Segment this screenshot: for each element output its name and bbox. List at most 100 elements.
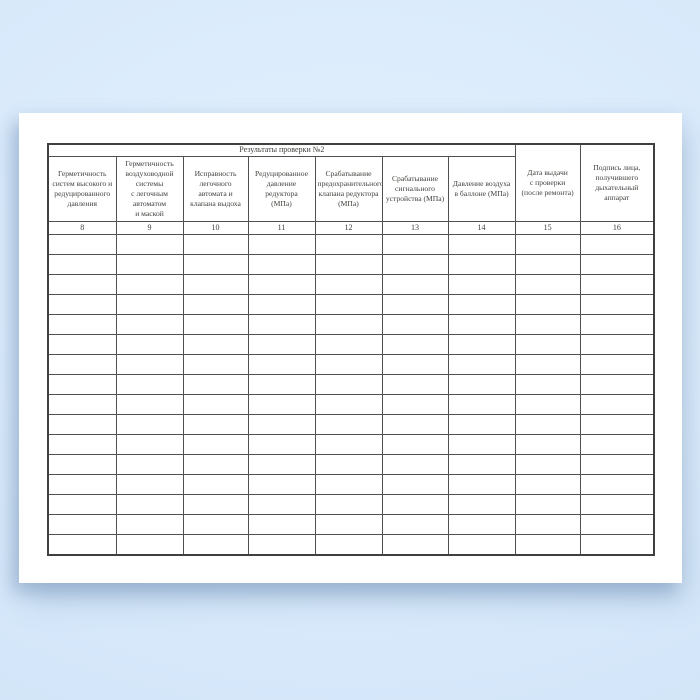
- empty-cell: [314, 514, 383, 535]
- empty-cell: [47, 234, 117, 255]
- empty-cell: [115, 434, 184, 455]
- empty-cell: [381, 514, 449, 535]
- column-number-14: 14: [447, 221, 516, 235]
- column-number-12: 12: [314, 221, 383, 235]
- inspection-results-table: Результаты проверки №2 Дата выдачи с про…: [47, 143, 656, 556]
- empty-data-row: [47, 354, 655, 375]
- empty-cell: [579, 394, 655, 415]
- empty-cell: [182, 254, 249, 275]
- empty-cell: [447, 334, 516, 355]
- empty-cell: [514, 434, 581, 455]
- empty-cell: [247, 274, 316, 295]
- empty-data-row: [47, 374, 655, 395]
- empty-cell: [579, 434, 655, 455]
- empty-cell: [47, 354, 117, 375]
- empty-cell: [514, 534, 581, 556]
- column-header-receiver-signature: Подпись лица, получившего дыхательный ап…: [579, 143, 655, 222]
- empty-cell: [47, 494, 117, 515]
- empty-cell: [381, 394, 449, 415]
- empty-data-row: [47, 394, 655, 415]
- empty-cell: [47, 314, 117, 335]
- empty-cell: [182, 474, 249, 495]
- empty-cell: [182, 354, 249, 375]
- column-header-air-duct-tightness: Герметичность воздуховодной системы с ле…: [115, 156, 184, 222]
- empty-cell: [579, 354, 655, 375]
- column-number-row: 8 9 10 11 12 13 14 15 16: [47, 221, 655, 235]
- empty-data-row: [47, 454, 655, 475]
- empty-cell: [381, 494, 449, 515]
- empty-cell: [247, 454, 316, 475]
- column-header-safety-valve-activation: Срабатывание предохранительного клапана …: [314, 156, 383, 222]
- column-header-cylinder-pressure: Давление воздуха в баллоне (МПа): [447, 156, 516, 222]
- empty-cell: [47, 294, 117, 315]
- empty-cell: [514, 254, 581, 275]
- empty-cell: [182, 494, 249, 515]
- empty-cell: [47, 374, 117, 395]
- empty-cell: [381, 474, 449, 495]
- empty-cell: [247, 414, 316, 435]
- empty-cell: [314, 394, 383, 415]
- empty-data-row: [47, 274, 655, 295]
- empty-cell: [381, 234, 449, 255]
- empty-cell: [115, 494, 184, 515]
- empty-cell: [314, 234, 383, 255]
- table-body: [47, 234, 655, 556]
- empty-cell: [514, 394, 581, 415]
- empty-cell: [115, 374, 184, 395]
- empty-cell: [182, 394, 249, 415]
- empty-cell: [247, 294, 316, 315]
- empty-cell: [579, 474, 655, 495]
- empty-cell: [381, 354, 449, 375]
- empty-cell: [514, 374, 581, 395]
- empty-cell: [447, 454, 516, 475]
- empty-cell: [115, 534, 184, 556]
- empty-cell: [514, 514, 581, 535]
- empty-cell: [514, 294, 581, 315]
- empty-cell: [314, 454, 383, 475]
- column-header-row: Герметичность систем высокого и редуциро…: [47, 156, 654, 222]
- empty-cell: [247, 254, 316, 275]
- empty-cell: [115, 234, 184, 255]
- empty-cell: [381, 534, 449, 556]
- empty-cell: [115, 474, 184, 495]
- empty-cell: [447, 414, 516, 435]
- empty-cell: [182, 274, 249, 295]
- empty-data-row: [47, 534, 655, 556]
- empty-data-row: [47, 334, 655, 355]
- empty-data-row: [47, 414, 655, 435]
- table-header: Результаты проверки №2 Дата выдачи с про…: [47, 143, 655, 235]
- empty-cell: [447, 274, 516, 295]
- empty-cell: [314, 354, 383, 375]
- empty-data-row: [47, 254, 655, 275]
- empty-cell: [47, 434, 117, 455]
- empty-cell: [182, 414, 249, 435]
- empty-cell: [514, 454, 581, 475]
- empty-data-row: [47, 494, 655, 515]
- empty-cell: [47, 474, 117, 495]
- empty-cell: [115, 294, 184, 315]
- empty-cell: [579, 514, 655, 535]
- empty-cell: [247, 354, 316, 375]
- empty-data-row: [47, 514, 655, 535]
- empty-cell: [447, 534, 516, 556]
- empty-cell: [115, 354, 184, 375]
- empty-cell: [579, 414, 655, 435]
- empty-cell: [447, 394, 516, 415]
- column-number-13: 13: [381, 221, 449, 235]
- column-number-16: 16: [579, 221, 655, 235]
- empty-cell: [579, 234, 655, 255]
- empty-cell: [182, 314, 249, 335]
- empty-cell: [514, 334, 581, 355]
- empty-cell: [381, 274, 449, 295]
- empty-cell: [115, 514, 184, 535]
- empty-data-row: [47, 474, 655, 495]
- empty-cell: [182, 534, 249, 556]
- empty-cell: [514, 414, 581, 435]
- empty-cell: [447, 474, 516, 495]
- empty-cell: [381, 254, 449, 275]
- empty-data-row: [47, 314, 655, 335]
- empty-cell: [514, 494, 581, 515]
- empty-cell: [579, 534, 655, 556]
- group-header-row: Результаты проверки №2 Дата выдачи с про…: [47, 143, 655, 222]
- column-header-signal-device-activation: Срабатывание сигнального устройства (МПа…: [381, 156, 449, 222]
